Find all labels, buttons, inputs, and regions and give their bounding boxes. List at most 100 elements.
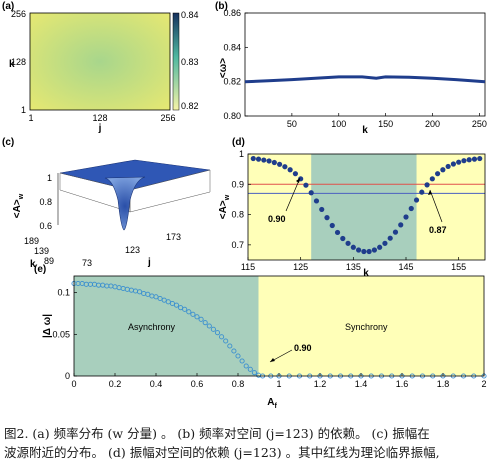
y-tick: 0.84 [223,42,241,52]
colorbar-tick: 0.83 [181,57,199,67]
data-point [419,189,425,195]
y-tick: 0.80 [223,111,241,121]
data-point [408,205,414,212]
colorbar-tick: 0.84 [181,10,199,20]
data-point [251,370,257,376]
arrowhead [270,358,275,362]
x-tick: 1.6 [396,379,409,389]
panel-b-label: (b) [215,1,228,12]
data-point [250,155,256,162]
x-axis-label: Af [267,397,277,410]
box-right [129,169,211,213]
x-tick: 250 [472,119,487,129]
x-tick: 50 [287,119,297,129]
region-right-label: Synchrony [345,322,388,332]
figure-caption: 图2. (a) 频率分布 (w 分量) 。 (b) 频率对空间 (j=123) … [4,424,498,462]
data-point [303,182,309,188]
data-point [350,244,356,250]
data-point [153,294,159,300]
data-point [392,229,399,235]
arrowhead [296,178,300,183]
data-point [182,306,188,312]
data-point [440,167,446,173]
x-tick: 100 [331,119,346,129]
data-point [287,167,293,173]
region-left-label: Asynchrony [128,322,176,332]
k-tick: 89 [44,256,54,266]
x-tick: 0.2 [109,379,122,389]
region-synchrony [258,276,484,376]
x-tick: 1.4 [355,379,368,389]
caption-line: 图2. (a) 频率分布 (w 分量) 。 (b) 频率对空间 (j=123) … [4,426,430,441]
data-point [157,295,163,302]
data-point [169,300,175,307]
data-point [329,222,335,229]
annotation: 0.90 [294,343,312,353]
data-point [227,343,233,349]
y-axis-label: <ω> [218,58,229,78]
y-tick: 0.86 [223,8,241,18]
panel-a-label: (a) [2,1,14,12]
data-point [461,158,467,164]
annotation-arrow-left [285,177,301,212]
x-axis-label: j [98,123,102,134]
j-axis-label: j [147,257,151,268]
data-point [445,163,451,170]
data-point [231,348,237,354]
y-tick: 0.82 [223,77,241,87]
data-point [194,314,200,320]
x-axis-label: k [362,125,368,136]
z-tick: 0.8 [39,197,52,207]
data-point [178,305,184,311]
x-tick: 2 [481,379,486,389]
x-axis-label: k [363,268,369,279]
x-tick: 0.6 [191,379,204,389]
data-point [319,206,325,213]
panel-d: (d) 1 0.9 0.8 0.7 115 125 135 145 155 <A>w k 0.9… [218,137,486,279]
x-tick: 0 [71,379,76,389]
y-tick: 0.9 [231,179,244,189]
data-point [382,240,388,246]
x-tick: 256 [160,113,175,123]
data-point [387,235,393,241]
data-point [371,247,377,253]
annotation-right: 0.87 [429,225,447,235]
surface-well [104,176,146,231]
data-point [223,338,229,344]
data-point [165,299,171,305]
region-inner [311,154,417,260]
y-tick: 128 [11,57,26,67]
data-point [377,244,383,250]
x-tick: 128 [92,113,107,123]
j-tick: 123 [125,245,140,255]
panel-d-label: (d) [232,137,245,148]
y-axis-label: |Δ ω| [42,314,53,338]
data-point [429,176,435,182]
x-tick: 0.4 [150,379,163,389]
data-point [361,248,367,255]
arrowhead [428,190,432,195]
data-point [198,316,204,322]
data-point [243,363,249,369]
x-tick: 115 [241,262,255,272]
data-point [424,182,430,188]
annotation-arrow-right [429,189,443,223]
y-tick: 0.8 [231,210,244,220]
j-tick: 173 [166,232,181,242]
data-point [186,309,192,315]
y-tick: 256 [11,9,26,19]
data-point [466,157,472,163]
data-point [477,155,483,162]
plot-d-frame [247,153,486,261]
x-tick: 150 [378,119,393,129]
data-point [173,302,180,308]
caption-line: 波源附近的分布。 (d) 振幅对空间的依赖 (j=123) 。其中红线为理论临界… [4,445,440,460]
data-point [340,235,346,242]
data-point [202,320,208,326]
data-point [271,159,277,166]
data-point [356,247,362,253]
z-tick: 0.6 [39,221,52,231]
x-tick: 200 [425,119,440,129]
z-axis-label: <A>w [12,193,25,218]
